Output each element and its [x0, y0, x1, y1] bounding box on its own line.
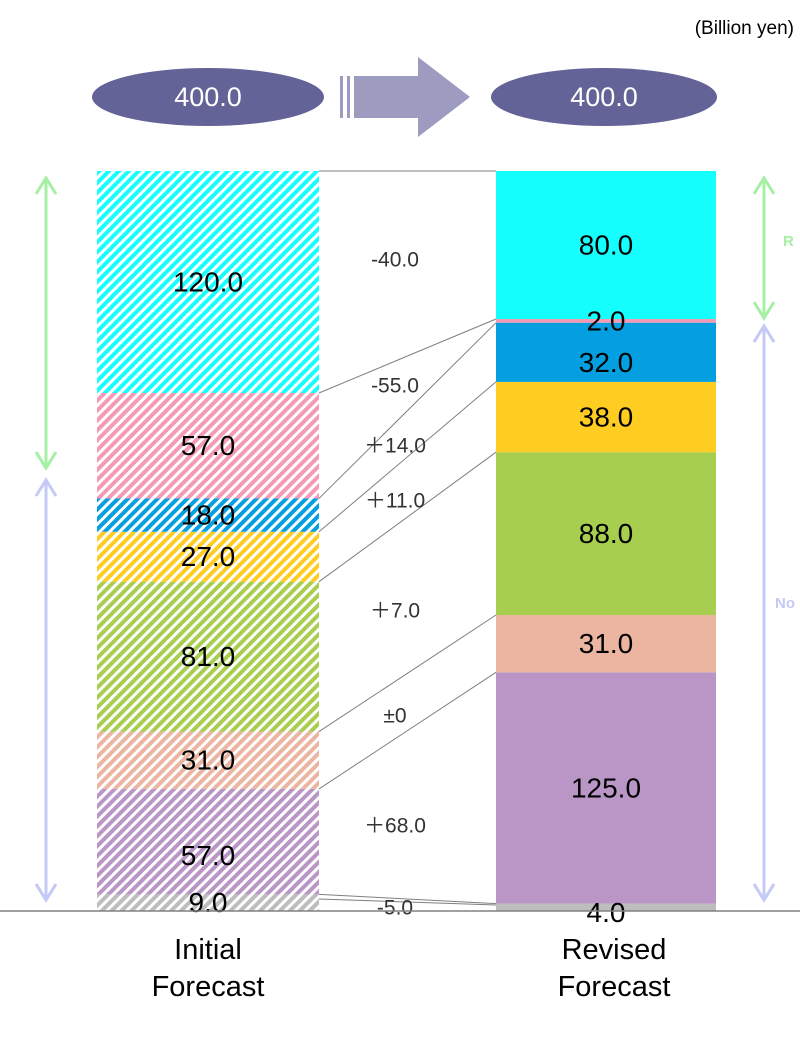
label-initial-5: 18.0 — [181, 500, 236, 531]
change-label-5: ＋14.0 — [364, 435, 426, 458]
label-revised-0: 4.0 — [587, 897, 626, 928]
connector-line-1 — [318, 671, 497, 790]
x-label-initial-line2: Forecast — [151, 971, 265, 1003]
connector-line-0 — [318, 893, 497, 905]
bar-revised-0 — [496, 903, 716, 911]
label-revised-6: 2.0 — [587, 305, 626, 336]
connector-bottom — [318, 898, 497, 906]
bar-revised-4 — [496, 381, 716, 453]
change-label-4: ＋11.0 — [365, 490, 425, 513]
bar-initial-2 — [97, 731, 319, 789]
bar-initial-4 — [97, 531, 319, 582]
change-label-7: -40.0 — [371, 249, 419, 272]
connector-line-3 — [318, 451, 497, 583]
label-initial-6: 57.0 — [181, 430, 236, 461]
bar-revised-3 — [496, 452, 716, 615]
arrow-right-icon — [340, 57, 470, 137]
bar-initial-5 — [97, 498, 319, 532]
x-label-revised-line2: Forecast — [557, 971, 671, 1003]
bar-initial-0 — [97, 894, 319, 911]
change-label-1: ＋68.0 — [364, 815, 426, 838]
change-label-2: ±0 — [383, 705, 406, 728]
label-initial-4: 27.0 — [181, 541, 236, 572]
label-initial-3: 81.0 — [181, 641, 236, 672]
label-revised-5: 32.0 — [579, 347, 634, 378]
x-label-initial: Initial Forecast — [88, 932, 328, 1006]
bracket-label-upper: R — [783, 233, 794, 250]
label-revised-7: 80.0 — [579, 230, 634, 261]
bar-revised-2 — [496, 615, 716, 673]
bar-revised-6 — [496, 319, 716, 323]
bar-revised-7 — [496, 171, 716, 319]
bar-initial-3 — [97, 581, 319, 732]
label-initial-1: 57.0 — [181, 840, 236, 871]
bar-initial-1 — [97, 788, 319, 895]
x-label-initial-line1: Initial — [174, 934, 242, 966]
total-initial: 400.0 — [174, 82, 242, 112]
bar-initial-7 — [97, 171, 319, 393]
bar-revised-1 — [496, 672, 716, 904]
change-label-0: -5.0 — [377, 897, 413, 920]
unit-label: (Billion yen) — [694, 18, 794, 39]
bracket-right-lower — [752, 323, 776, 903]
bracket-right-upper — [752, 175, 776, 321]
bracket-left-lower — [34, 477, 58, 903]
label-initial-7: 120.0 — [173, 267, 243, 298]
connector-line-6 — [318, 318, 497, 394]
connector-line-5 — [318, 322, 497, 499]
change-label-6: -55.0 — [371, 375, 419, 398]
x-label-revised: Revised Forecast — [494, 932, 734, 1006]
bracket-label-lower: No — [775, 595, 795, 612]
total-ellipse-initial — [92, 68, 324, 126]
label-initial-0: 9.0 — [189, 887, 228, 918]
total-ellipse-revised — [491, 68, 717, 126]
label-revised-1: 125.0 — [571, 772, 641, 803]
change-label-3: ＋7.0 — [370, 600, 420, 623]
connector-line-2 — [318, 614, 497, 732]
bar-revised-5 — [496, 322, 716, 382]
label-revised-4: 38.0 — [579, 402, 634, 433]
connector-line-4 — [318, 381, 497, 533]
bar-initial-6 — [97, 393, 319, 499]
x-label-revised-line1: Revised — [561, 934, 667, 966]
label-revised-2: 31.0 — [579, 628, 634, 659]
label-revised-3: 88.0 — [579, 518, 634, 549]
bracket-left-upper — [34, 175, 58, 471]
total-revised: 400.0 — [570, 82, 638, 112]
label-initial-2: 31.0 — [181, 745, 236, 776]
